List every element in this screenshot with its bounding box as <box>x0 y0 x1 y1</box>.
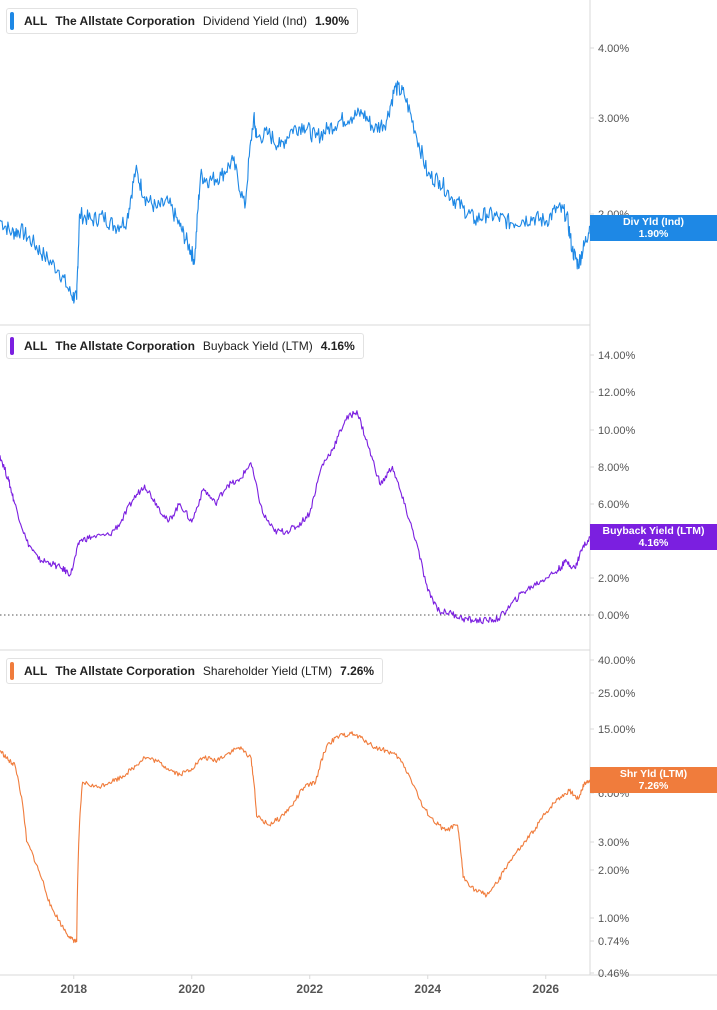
flag-label: Shr Yld (LTM) <box>619 768 688 780</box>
legend-value: 4.16% <box>320 339 355 353</box>
legend-metric: Shareholder Yield (LTM) <box>202 664 333 678</box>
legend-ticker: ALL <box>24 339 48 353</box>
flag-label: Buyback Yield (LTM) <box>602 525 705 537</box>
y-tick-label: 25.00% <box>598 688 636 700</box>
x-tick-label: 2022 <box>296 982 323 996</box>
flag-label: Div Yld (Ind) <box>622 216 685 228</box>
buyback-swatch <box>10 337 14 355</box>
series-line-buyback <box>0 410 591 625</box>
y-tick-label: 4.00% <box>598 43 629 55</box>
flag-value: 4.16% <box>638 537 669 549</box>
x-tick-label: 2024 <box>414 982 441 996</box>
legend-ticker: ALL <box>24 14 48 28</box>
y-tick-label: 0.74% <box>598 936 629 948</box>
flag-dividend: Div Yld (Ind) 1.90% <box>590 215 717 241</box>
y-tick-label: 0.00% <box>598 610 629 622</box>
flag-shareholder: Shr Yld (LTM) 7.26% <box>590 767 717 793</box>
legend-shareholder: ALL The Allstate Corporation Shareholder… <box>6 658 384 684</box>
legend-company: The Allstate Corporation <box>55 339 195 353</box>
legend-buyback: ALL The Allstate Corporation Buyback Yie… <box>6 333 364 359</box>
y-tick-label: 2.00% <box>598 573 629 585</box>
legend-dividend: ALL The Allstate Corporation Dividend Yi… <box>6 8 358 34</box>
dividend-swatch <box>10 12 14 30</box>
y-tick-label: 1.00% <box>598 913 629 925</box>
y-tick-label: 6.00% <box>598 499 629 511</box>
series-line-shareholder <box>0 731 591 944</box>
legend-metric: Buyback Yield (LTM) <box>202 339 313 353</box>
flag-buyback: Buyback Yield (LTM) 4.16% <box>590 524 717 550</box>
y-tick-label: 0.46% <box>598 968 629 980</box>
legend-metric: Dividend Yield (Ind) <box>202 14 307 28</box>
x-tick-label: 2020 <box>178 982 205 996</box>
legend-value: 1.90% <box>314 14 349 28</box>
legend-ticker: ALL <box>24 664 48 678</box>
y-tick-label: 15.00% <box>598 724 636 736</box>
flag-value: 1.90% <box>638 228 669 240</box>
legend-company: The Allstate Corporation <box>55 14 195 28</box>
y-tick-label: 14.00% <box>598 350 636 362</box>
y-tick-label: 40.00% <box>598 655 636 667</box>
y-tick-label: 8.00% <box>598 462 629 474</box>
y-tick-label: 3.00% <box>598 837 629 849</box>
legend-company: The Allstate Corporation <box>55 664 195 678</box>
y-tick-label: 10.00% <box>598 425 636 437</box>
x-tick-label: 2018 <box>60 982 87 996</box>
series-line-dividend <box>0 80 591 304</box>
legend-value: 7.26% <box>340 664 375 678</box>
y-tick-label: 3.00% <box>598 113 629 125</box>
flag-value: 7.26% <box>638 780 669 792</box>
y-tick-label: 12.00% <box>598 387 636 399</box>
shareholder-swatch <box>10 662 14 680</box>
x-tick-label: 2026 <box>532 982 559 996</box>
y-tick-label: 2.00% <box>598 865 629 877</box>
